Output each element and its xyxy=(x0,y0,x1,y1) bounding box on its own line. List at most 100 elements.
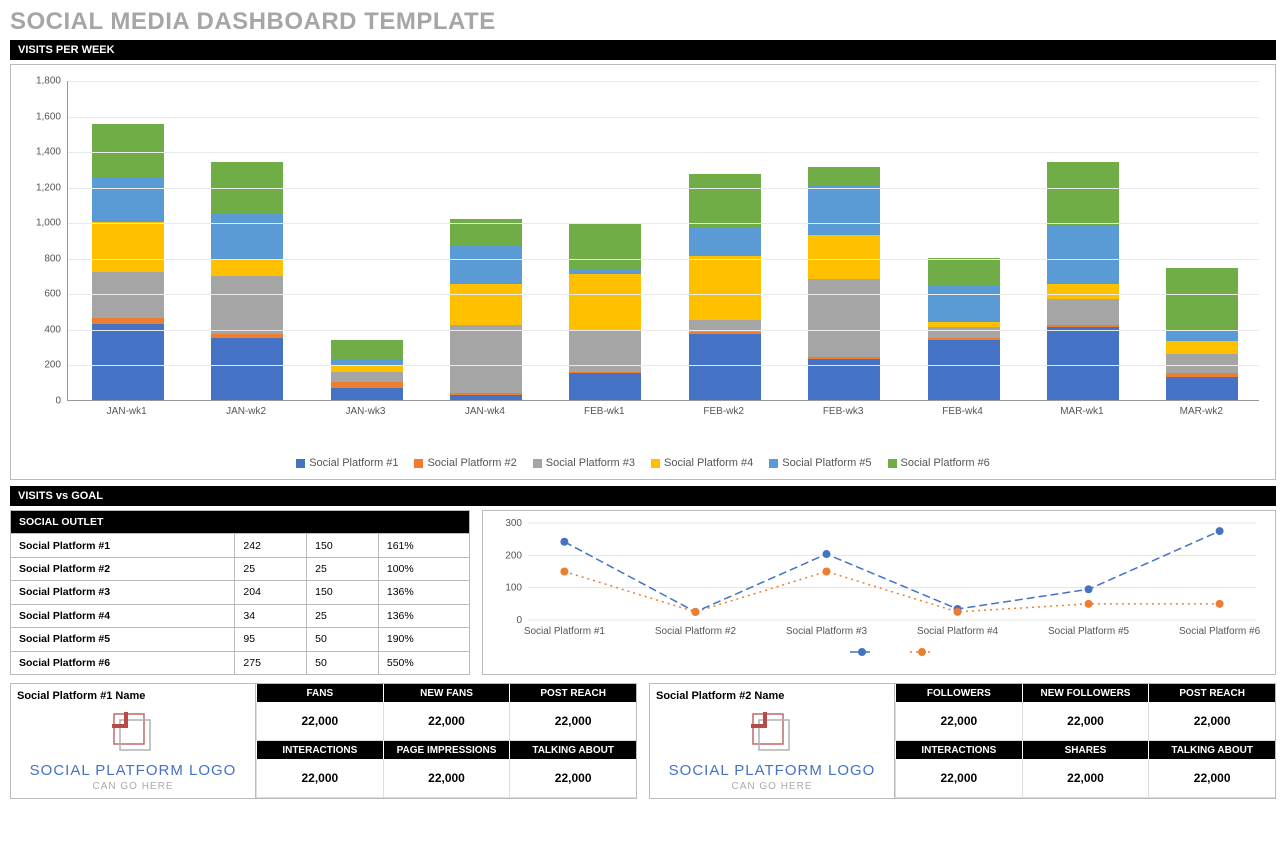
x-tick: FEB-wk2 xyxy=(703,406,744,417)
visits-per-week-chart: 02004006008001,0001,2001,4001,6001,800 J… xyxy=(10,64,1276,480)
metric-value: 22,000 xyxy=(509,759,636,798)
bar xyxy=(331,340,403,400)
y-tick: 0 xyxy=(55,396,61,407)
x-tick: FEB-wk4 xyxy=(942,406,983,417)
visits-vs-goal-table: SOCIAL OUTLET Social Platform #124215016… xyxy=(10,510,470,675)
legend-item: Social Platform #1 xyxy=(296,457,398,469)
bar xyxy=(569,224,641,400)
table-cell: 50 xyxy=(307,651,379,674)
table-cell: 95 xyxy=(235,628,307,651)
table-cell: Social Platform #4 xyxy=(11,604,235,627)
metric-header: FANS xyxy=(256,684,383,702)
table-row: Social Platform #43425136% xyxy=(11,604,470,627)
y-tick: 400 xyxy=(44,324,61,335)
y-tick: 200 xyxy=(44,360,61,371)
x-tick: MAR-wk2 xyxy=(1180,406,1223,417)
y-tick: 800 xyxy=(44,253,61,264)
metric-header: POST REACH xyxy=(509,684,636,702)
svg-text:Social Platform #3: Social Platform #3 xyxy=(786,626,868,637)
metric-value: 22,000 xyxy=(256,702,383,741)
x-tick: FEB-wk1 xyxy=(584,406,625,417)
visits-per-week-heading: VISITS PER WEEK xyxy=(10,40,1276,60)
y-tick: 1,000 xyxy=(36,218,61,229)
svg-text:Social Platform #2: Social Platform #2 xyxy=(655,626,737,637)
x-tick: JAN-wk1 xyxy=(107,406,147,417)
y-tick: 1,200 xyxy=(36,182,61,193)
bar xyxy=(1047,162,1119,400)
x-tick: JAN-wk3 xyxy=(345,406,385,417)
table-cell: 204 xyxy=(235,581,307,604)
table-cell: 25 xyxy=(235,557,307,580)
table-cell: 190% xyxy=(378,628,469,651)
platform-logo-cell: Social Platform #1 Name SOCIAL PLATFORM L… xyxy=(11,684,256,798)
table-cell: 242 xyxy=(235,534,307,557)
metrics-grid: FOLLOWERSNEW FOLLOWERSPOST REACH22,00022… xyxy=(895,684,1275,798)
metric-value: 22,000 xyxy=(256,759,383,798)
placeholder-logo-icon xyxy=(747,708,797,758)
chart-legend: Social Platform #1 Social Platform #2 Soci… xyxy=(17,453,1269,473)
y-tick: 600 xyxy=(44,289,61,300)
x-tick: JAN-wk4 xyxy=(465,406,505,417)
table-cell: 161% xyxy=(378,534,469,557)
table-cell: Social Platform #6 xyxy=(11,651,235,674)
x-tick: FEB-wk3 xyxy=(823,406,864,417)
svg-text:100: 100 xyxy=(505,583,522,594)
metric-header: FOLLOWERS xyxy=(895,684,1022,702)
metric-header: POST REACH xyxy=(1148,684,1275,702)
legend-item: Social Platform #3 xyxy=(533,457,635,469)
table-row: Social Platform #1242150161% xyxy=(11,534,470,557)
y-tick: 1,800 xyxy=(36,76,61,87)
logo-text: SOCIAL PLATFORM LOGO xyxy=(656,762,888,779)
platform-card: Social Platform #2 NameSOCIAL PLATFORM L… xyxy=(649,683,1276,799)
svg-text:0: 0 xyxy=(516,615,522,626)
metric-value: 22,000 xyxy=(383,759,510,798)
table-header: SOCIAL OUTLET xyxy=(11,511,470,534)
metrics-grid: FANSNEW FANSPOST REACH22,00022,00022,000… xyxy=(256,684,636,798)
metric-header: PAGE IMPRESSIONS xyxy=(383,741,510,759)
table-row: Social Platform #3204150136% xyxy=(11,581,470,604)
platform-card: Social Platform #1 Name SOCIAL PLATFORM L… xyxy=(10,683,637,799)
table-cell: Social Platform #3 xyxy=(11,581,235,604)
table-cell: 25 xyxy=(307,604,379,627)
table-cell: 25 xyxy=(307,557,379,580)
legend-item: Social Platform #6 xyxy=(888,457,990,469)
svg-text:Social Platform #5: Social Platform #5 xyxy=(1048,626,1130,637)
placeholder-logo-icon xyxy=(108,708,158,758)
table-cell: 275 xyxy=(235,651,307,674)
logo-subtext: CAN GO HERE xyxy=(656,781,888,792)
legend-item: Social Platform #4 xyxy=(651,457,753,469)
x-tick: MAR-wk1 xyxy=(1060,406,1103,417)
metric-header: NEW FOLLOWERS xyxy=(1022,684,1149,702)
visits-vs-goal-line-chart: 0 100 200 300 Social Platform #1 Social Platf… xyxy=(482,510,1276,675)
logo-text: SOCIAL PLATFORM LOGO xyxy=(17,762,249,779)
bar xyxy=(92,124,164,400)
metric-header: SHARES xyxy=(1022,741,1149,759)
metric-value: 22,000 xyxy=(1022,759,1149,798)
table-cell: 50 xyxy=(307,628,379,651)
metric-header: NEW FANS xyxy=(383,684,510,702)
visits-vs-goal-heading: VISITS vs GOAL xyxy=(10,486,1276,506)
table-cell: 34 xyxy=(235,604,307,627)
metric-header: INTERACTIONS xyxy=(256,741,383,759)
svg-text:Social Platform #4: Social Platform #4 xyxy=(917,626,999,637)
metric-header: INTERACTIONS xyxy=(895,741,1022,759)
table-cell: Social Platform #1 xyxy=(11,534,235,557)
metric-value: 22,000 xyxy=(509,702,636,741)
svg-text:Social Platform #6: Social Platform #6 xyxy=(1179,626,1261,637)
metric-value: 22,000 xyxy=(1022,702,1149,741)
metric-value: 22,000 xyxy=(1148,702,1275,741)
y-tick: 1,600 xyxy=(36,111,61,122)
table-cell: 136% xyxy=(378,604,469,627)
legend-item: Social Platform #2 xyxy=(414,457,516,469)
x-tick: JAN-wk2 xyxy=(226,406,266,417)
platform-name: Social Platform #1 Name xyxy=(17,690,249,702)
table-cell: 550% xyxy=(378,651,469,674)
metric-value: 22,000 xyxy=(895,759,1022,798)
table-row: Social Platform #59550190% xyxy=(11,628,470,651)
svg-text:Social Platform #1: Social Platform #1 xyxy=(524,626,606,637)
table-cell: Social Platform #2 xyxy=(11,557,235,580)
bar xyxy=(450,219,522,400)
svg-text:300: 300 xyxy=(505,518,522,529)
svg-text:200: 200 xyxy=(505,550,522,561)
table-cell: 150 xyxy=(307,534,379,557)
